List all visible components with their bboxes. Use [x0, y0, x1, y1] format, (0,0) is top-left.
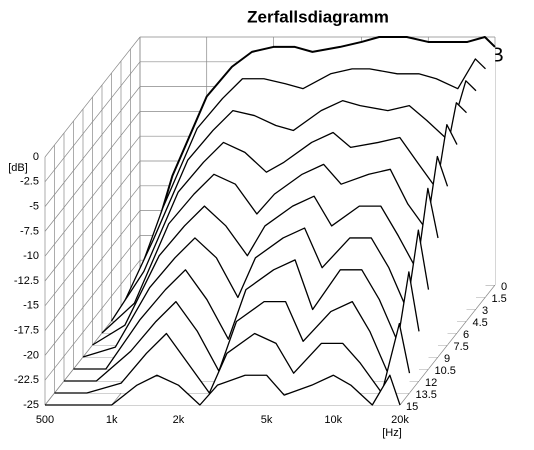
y-tick-label: -20	[23, 349, 39, 361]
decay-line	[120, 80, 477, 310]
decay-line	[92, 155, 449, 346]
x-axis-label: [Hz]	[382, 427, 402, 439]
x-tick-label: 5k	[261, 414, 273, 426]
z-tick-label: 3	[482, 305, 488, 317]
y-tick-label: -7.5	[20, 225, 39, 237]
decay-line	[139, 36, 496, 286]
z-tick-label: 15	[406, 401, 418, 413]
y-tick-label: -5	[29, 201, 39, 213]
y-tick-label: -15	[23, 300, 39, 312]
decay-line	[64, 271, 420, 382]
x-tick-label: 2k	[173, 414, 185, 426]
y-axis-label: [dB]	[8, 162, 28, 174]
decay-line	[129, 58, 486, 298]
decay-line	[101, 124, 458, 334]
y-tick-label: -2.5	[20, 176, 39, 188]
y-tick-label: -12.5	[14, 275, 39, 287]
slice-fill	[54, 323, 410, 393]
y-tick-label: -17.5	[14, 325, 39, 337]
y-tick-label: -10	[23, 250, 39, 262]
decay-line	[45, 374, 401, 406]
decay-line	[54, 322, 411, 394]
slice-fill	[45, 375, 400, 405]
y-tick-label: 0	[33, 151, 39, 163]
x-tick-label: 1k	[106, 414, 118, 426]
z-tick-label: 13.5	[416, 389, 437, 401]
x-tick-label: 20k	[391, 414, 409, 426]
decay-line	[82, 187, 439, 358]
y-tick-label: -25	[23, 399, 39, 411]
z-tick-label: 0	[501, 281, 507, 293]
z-tick-label: 1.5	[492, 293, 507, 305]
decay-line	[110, 102, 467, 322]
chart-title: Zerfallsdiagramm	[247, 7, 389, 26]
z-tick-label: 9	[444, 353, 450, 365]
y-tick-label: -22.5	[14, 374, 39, 386]
z-tick-label: 4.5	[473, 317, 488, 329]
z-tick-label: 12	[425, 377, 437, 389]
z-tick-label: 7.5	[454, 341, 469, 353]
x-tick-label: 500	[36, 414, 54, 426]
z-tick-label: 6	[463, 329, 469, 341]
z-tick-label: 10.5	[435, 365, 456, 377]
x-tick-label: 10k	[324, 414, 342, 426]
decay-line	[73, 229, 430, 370]
